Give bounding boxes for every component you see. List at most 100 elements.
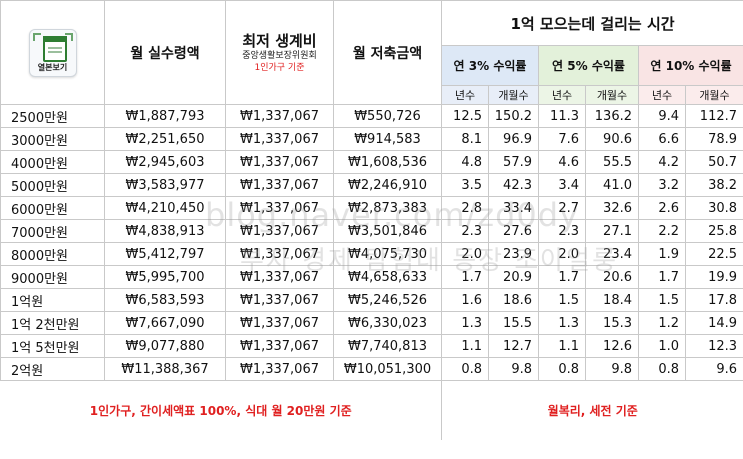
cell-salary: 1억원 <box>0 288 105 312</box>
cell-months-5: 90.6 <box>585 127 639 151</box>
cell-years-3: 2.0 <box>441 242 489 266</box>
cell-salary: 6000만원 <box>0 196 105 220</box>
header-goal-title: 1억 모으는데 걸리는 시간 <box>440 0 743 46</box>
table-row: 2500만원 ₩1,887,793 ₩1,337,067 ₩550,726 12.5 15… <box>0 104 743 128</box>
cell-years-10: 1.9 <box>638 242 686 266</box>
cell-years-5: 2.7 <box>538 196 586 220</box>
table-row: 7000만원 ₩4,838,913 ₩1,337,067 ₩3,501,846 2.3 2… <box>0 219 743 243</box>
footer-right-note: 월복리, 세전 기준 <box>440 380 743 440</box>
cell-months-5: 20.6 <box>585 265 639 289</box>
cell-net-monthly: ₩5,412,797 <box>104 242 226 266</box>
cell-months-5: 15.3 <box>585 311 639 335</box>
cell-months-3: 15.5 <box>488 311 539 335</box>
cell-salary: 7000만원 <box>0 219 105 243</box>
cell-years-5: 3.4 <box>538 173 586 197</box>
cell-months-3: 12.7 <box>488 334 539 358</box>
cell-years-10: 1.5 <box>638 288 686 312</box>
cell-living-cost: ₩1,337,067 <box>225 150 334 174</box>
cell-monthly-saving: ₩5,246,526 <box>333 288 442 312</box>
logo-cell: 열본보기 <box>0 0 105 105</box>
cell-living-cost: ₩1,337,067 <box>225 311 334 335</box>
cell-years-5: 2.3 <box>538 219 586 243</box>
cell-net-monthly: ₩4,210,450 <box>104 196 226 220</box>
cell-monthly-saving: ₩10,051,300 <box>333 357 442 381</box>
sub-years-3: 년수 <box>441 85 489 105</box>
table-row: 8000만원 ₩5,412,797 ₩1,337,067 ₩4,075,730 2.0 2… <box>0 242 743 266</box>
cell-months-10: 17.8 <box>684 288 743 312</box>
header-net-monthly: 월 실수령액 <box>104 0 226 105</box>
cell-years-10: 2.2 <box>638 219 686 243</box>
table-row: 1억 2천만원 ₩7,667,090 ₩1,337,067 ₩6,330,023 1.3… <box>0 311 743 335</box>
table-row: 9000만원 ₩5,995,700 ₩1,337,067 ₩4,658,633 1.7 2… <box>0 265 743 289</box>
cell-years-10: 6.6 <box>638 127 686 151</box>
cell-months-10: 30.8 <box>684 196 743 220</box>
cell-monthly-saving: ₩3,501,846 <box>333 219 442 243</box>
footer-left-note: 1인가구, 간이세액표 100%, 식대 월 20만원 기준 <box>0 380 442 440</box>
cell-living-cost: ₩1,337,067 <box>225 357 334 381</box>
cell-living-cost: ₩1,337,067 <box>225 334 334 358</box>
cell-monthly-saving: ₩914,583 <box>333 127 442 151</box>
cell-months-5: 9.8 <box>585 357 639 381</box>
cell-living-cost: ₩1,337,067 <box>225 196 334 220</box>
cell-months-3: 27.6 <box>488 219 539 243</box>
living-cost-source: 중앙생활보장위원회 <box>242 50 317 61</box>
sub-years-10: 년수 <box>638 85 686 105</box>
cell-years-10: 3.2 <box>638 173 686 197</box>
cell-salary: 4000만원 <box>0 150 105 174</box>
sub-months-10: 개월수 <box>684 85 743 105</box>
cell-years-3: 2.8 <box>441 196 489 220</box>
header-rate-10: 연 10% 수익률 <box>637 45 743 86</box>
cell-months-10: 9.6 <box>684 357 743 381</box>
cell-months-3: 57.9 <box>488 150 539 174</box>
cell-salary: 3000만원 <box>0 127 105 151</box>
cell-living-cost: ₩1,337,067 <box>225 173 334 197</box>
cell-monthly-saving: ₩7,740,813 <box>333 334 442 358</box>
cell-months-3: 18.6 <box>488 288 539 312</box>
cell-months-3: 33.4 <box>488 196 539 220</box>
table-row: 5000만원 ₩3,583,977 ₩1,337,067 ₩2,246,910 3.5 4… <box>0 173 743 197</box>
cell-months-10: 14.9 <box>684 311 743 335</box>
cell-net-monthly: ₩9,077,880 <box>104 334 226 358</box>
cell-years-3: 4.8 <box>441 150 489 174</box>
cell-years-3: 1.3 <box>441 311 489 335</box>
logo-label: 열본보기 <box>37 62 68 72</box>
living-cost-title: 최저 생계비 <box>242 31 317 50</box>
cell-months-3: 42.3 <box>488 173 539 197</box>
cell-living-cost: ₩1,337,067 <box>225 265 334 289</box>
document-view-logo: 열본보기 <box>28 28 77 77</box>
cell-salary: 8000만원 <box>0 242 105 266</box>
cell-salary: 5000만원 <box>0 173 105 197</box>
cell-years-10: 2.6 <box>638 196 686 220</box>
cell-monthly-saving: ₩2,246,910 <box>333 173 442 197</box>
cell-months-5: 23.4 <box>585 242 639 266</box>
cell-net-monthly: ₩7,667,090 <box>104 311 226 335</box>
cell-net-monthly: ₩3,583,977 <box>104 173 226 197</box>
cell-months-5: 136.2 <box>585 104 639 128</box>
cell-years-5: 0.8 <box>538 357 586 381</box>
cell-years-3: 0.8 <box>441 357 489 381</box>
header-monthly-saving: 월 저축금액 <box>333 0 442 105</box>
cell-years-5: 7.6 <box>538 127 586 151</box>
cell-net-monthly: ₩2,945,603 <box>104 150 226 174</box>
cell-months-3: 9.8 <box>488 357 539 381</box>
living-cost-note: 1인가구 기준 <box>254 62 305 73</box>
table-row: 1억 5천만원 ₩9,077,880 ₩1,337,067 ₩7,740,813 1.1… <box>0 334 743 358</box>
sub-months-3: 개월수 <box>488 85 539 105</box>
cell-years-10: 1.2 <box>638 311 686 335</box>
table-body: 2500만원 ₩1,887,793 ₩1,337,067 ₩550,726 12.5 15… <box>0 104 743 381</box>
cell-years-3: 8.1 <box>441 127 489 151</box>
cell-monthly-saving: ₩4,075,730 <box>333 242 442 266</box>
cell-months-3: 96.9 <box>488 127 539 151</box>
cell-net-monthly: ₩4,838,913 <box>104 219 226 243</box>
cell-monthly-saving: ₩2,873,383 <box>333 196 442 220</box>
sub-years-5: 년수 <box>538 85 586 105</box>
cell-months-3: 150.2 <box>488 104 539 128</box>
cell-years-10: 4.2 <box>638 150 686 174</box>
cell-years-10: 0.8 <box>638 357 686 381</box>
cell-months-10: 22.5 <box>684 242 743 266</box>
cell-years-3: 12.5 <box>441 104 489 128</box>
cell-years-3: 1.6 <box>441 288 489 312</box>
cell-living-cost: ₩1,337,067 <box>225 288 334 312</box>
cell-months-5: 12.6 <box>585 334 639 358</box>
